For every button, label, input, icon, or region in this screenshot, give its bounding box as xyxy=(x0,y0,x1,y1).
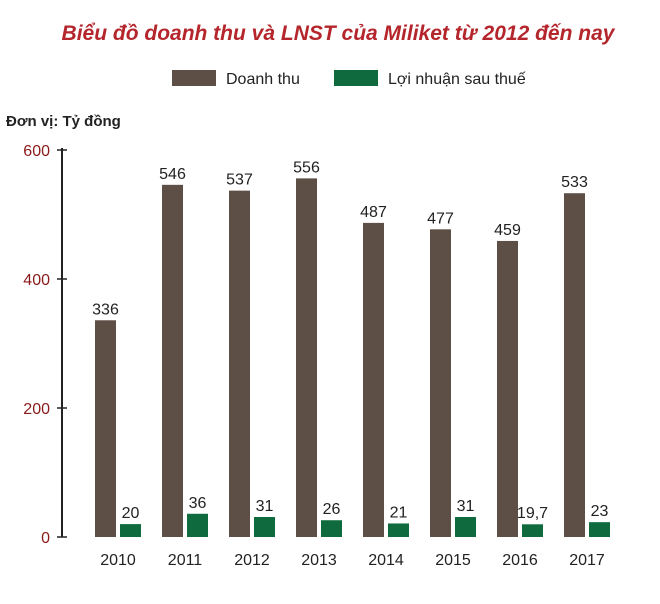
legend-swatch-doanh-thu xyxy=(172,70,216,86)
data-label-doanh-thu: 459 xyxy=(494,222,521,239)
data-label-doanh-thu: 533 xyxy=(561,174,588,191)
y-tick-label: 200 xyxy=(23,401,50,418)
x-tick-label: 2015 xyxy=(435,552,471,569)
y-tick-label: 0 xyxy=(41,530,50,547)
x-tick-label: 2010 xyxy=(100,552,136,569)
bar-loi-nhuan xyxy=(321,520,342,537)
bar-loi-nhuan xyxy=(455,517,476,537)
bar-doanh-thu xyxy=(95,320,116,537)
x-tick-label: 2012 xyxy=(234,552,270,569)
bar-loi-nhuan xyxy=(388,523,409,537)
data-label-loi-nhuan: 19,7 xyxy=(517,505,548,522)
legend: Doanh thu Lợi nhuận sau thuế xyxy=(172,70,526,88)
data-labels: 336 20 546 36 537 31 556 26 487 21 477 31 459 19,7 533… xyxy=(92,159,608,522)
legend-label-doanh-thu: Doanh thu xyxy=(226,71,300,88)
x-tick-label: 2017 xyxy=(569,552,605,569)
x-tick-label: 2013 xyxy=(301,552,337,569)
bar-doanh-thu xyxy=(497,240,518,537)
bar-doanh-thu xyxy=(229,190,250,537)
data-label-loi-nhuan: 26 xyxy=(323,501,341,518)
x-tick-label: 2016 xyxy=(502,552,538,569)
data-label-loi-nhuan: 21 xyxy=(390,504,408,521)
unit-label: Đơn vị: Tỷ đồng xyxy=(6,113,121,130)
data-label-doanh-thu: 537 xyxy=(226,172,253,189)
x-axis-ticks: 2010 2011 2012 2013 2014 2015 2016 2017 xyxy=(100,552,605,569)
bar-loi-nhuan xyxy=(589,522,610,537)
bar-doanh-thu xyxy=(162,184,183,537)
data-label-loi-nhuan: 20 xyxy=(122,505,140,522)
y-tick-label: 600 xyxy=(23,143,50,160)
chart-title: Biểu đồ doanh thu và LNST của Miliket từ… xyxy=(62,22,616,45)
bar-doanh-thu xyxy=(564,193,585,537)
x-tick-label: 2014 xyxy=(368,552,404,569)
legend-label-loi-nhuan: Lợi nhuận sau thuế xyxy=(388,71,526,88)
bar-loi-nhuan xyxy=(187,513,208,537)
data-label-doanh-thu: 487 xyxy=(360,204,387,221)
data-label-loi-nhuan: 31 xyxy=(457,498,475,515)
bar-loi-nhuan xyxy=(120,524,141,537)
data-label-doanh-thu: 336 xyxy=(92,301,119,318)
y-axis-ticks: 0 200 400 600 xyxy=(23,143,67,547)
bar-doanh-thu xyxy=(430,229,451,537)
data-label-doanh-thu: 477 xyxy=(427,210,454,227)
y-tick-label: 400 xyxy=(23,272,50,289)
data-label-loi-nhuan: 31 xyxy=(256,498,274,515)
data-label-doanh-thu: 546 xyxy=(159,166,186,183)
bar-doanh-thu xyxy=(363,222,384,537)
x-tick-label: 2011 xyxy=(168,552,203,569)
bars xyxy=(95,178,610,537)
bar-doanh-thu xyxy=(296,178,317,537)
data-label-loi-nhuan: 23 xyxy=(591,503,609,520)
bar-loi-nhuan xyxy=(522,524,543,537)
legend-swatch-loi-nhuan xyxy=(334,70,378,86)
data-label-doanh-thu: 556 xyxy=(293,159,320,176)
bar-loi-nhuan xyxy=(254,517,275,537)
data-label-loi-nhuan: 36 xyxy=(189,495,207,512)
